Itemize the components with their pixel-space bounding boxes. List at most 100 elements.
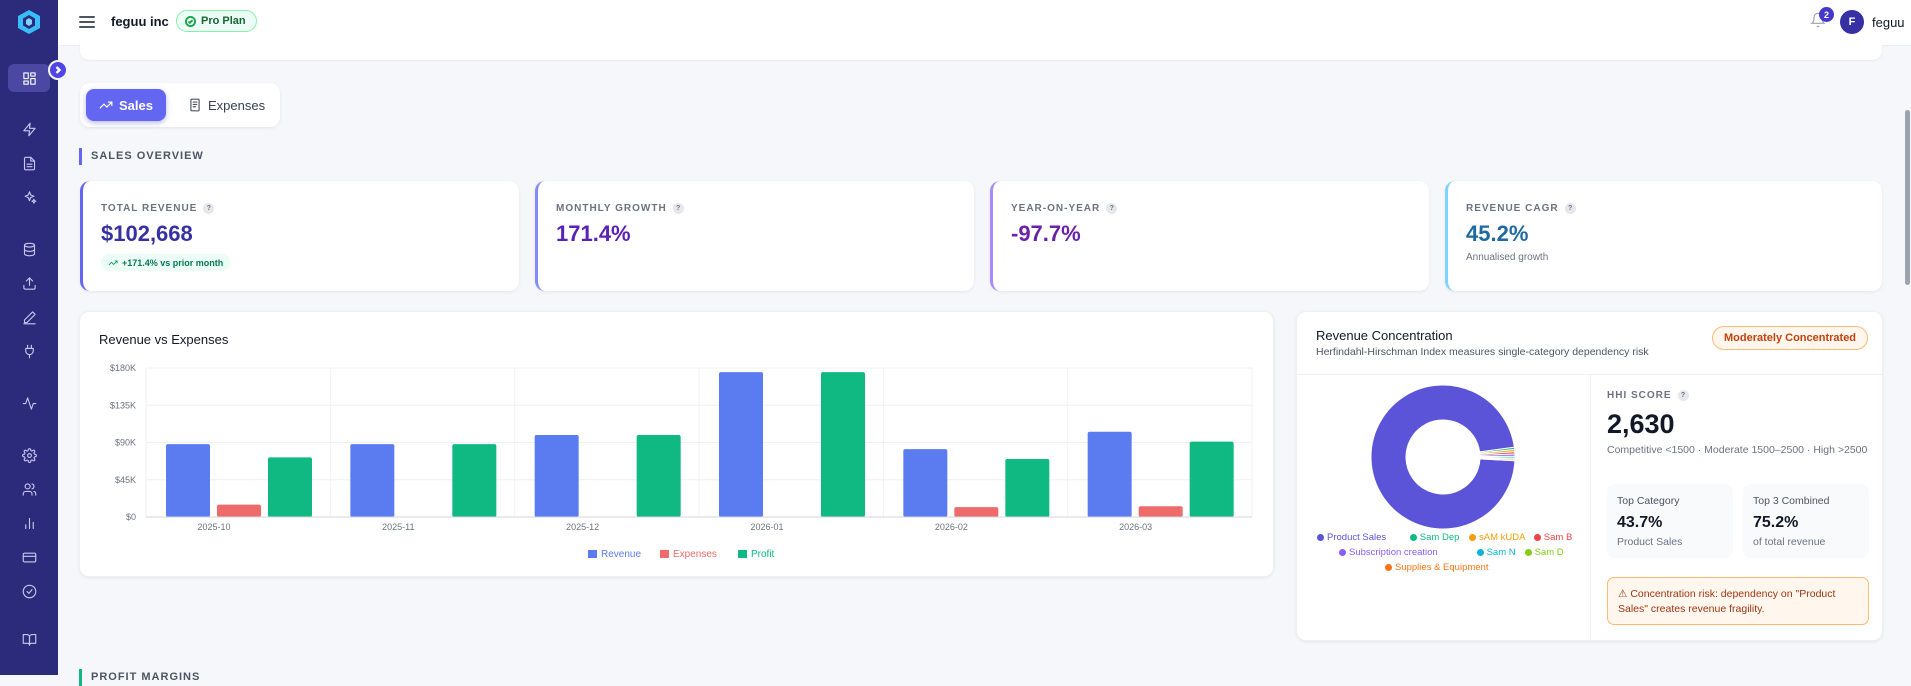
legend-label: Revenue: [601, 549, 641, 560]
bar-profit: [821, 372, 865, 517]
donut-legend-item[interactable]: Sam D: [1524, 547, 1564, 558]
credit-card-icon[interactable]: [16, 544, 42, 570]
kpi-year-on-year: YEAR-ON-YEAR? -97.7%: [990, 181, 1429, 291]
y-tick-label: $90K: [115, 438, 136, 448]
bar-expenses: [217, 504, 261, 517]
trending-up-icon: [108, 260, 118, 265]
dashboard-icon[interactable]: [8, 64, 50, 92]
hhi-label: HHI SCORE: [1607, 390, 1672, 401]
plan-label: Pro Plan: [201, 15, 246, 27]
x-tick-label: 2026-01: [750, 522, 783, 532]
donut-legend-item[interactable]: sAM kUDA: [1469, 532, 1525, 543]
help-icon[interactable]: ?: [1106, 203, 1118, 214]
concentration-subtitle: Herfindahl-Hirschman Index measures sing…: [1316, 346, 1649, 358]
bar-revenue: [534, 435, 579, 517]
donut-legend-item[interactable]: Sam N: [1476, 547, 1516, 558]
x-tick-label: 2026-03: [1119, 522, 1152, 532]
stat-label: Top 3 Combined: [1753, 495, 1830, 507]
menu-toggle-button[interactable]: [78, 13, 98, 33]
kpi-monthly-growth: MONTHLY GROWTH? 171.4%: [535, 181, 974, 291]
users-icon[interactable]: [16, 476, 42, 502]
kpi-label: YEAR-ON-YEAR: [1011, 203, 1101, 214]
user-name[interactable]: feguu: [1872, 15, 1905, 30]
sidebar-expand-button[interactable]: [48, 60, 68, 80]
bar-revenue: [1087, 431, 1132, 517]
app-logo-icon[interactable]: [15, 8, 43, 36]
receipt-icon: [190, 98, 200, 112]
document-icon[interactable]: [16, 150, 42, 176]
x-tick-label: 2025-10: [197, 522, 230, 532]
bell-icon: [1810, 12, 1826, 28]
kpi-subtext: Annualised growth: [1466, 252, 1549, 263]
y-tick-label: $45K: [115, 475, 136, 485]
top3-stat: Top 3 Combined 75.2% of total revenue: [1743, 484, 1869, 558]
bar-profit: [1005, 459, 1050, 517]
tab-expenses[interactable]: Expenses: [178, 89, 275, 121]
kpi-change-pill: +171.4% vs prior month: [101, 254, 231, 271]
stat-value: 43.7%: [1617, 514, 1663, 531]
plug-icon[interactable]: [16, 338, 42, 364]
y-tick-label: $180K: [110, 363, 136, 373]
x-tick-label: 2026-02: [935, 522, 968, 532]
concentration-status-badge: Moderately Concentrated: [1712, 326, 1869, 350]
bar-revenue: [350, 444, 395, 517]
tab-expenses-label: Expenses: [208, 97, 266, 113]
legend-dot: [1533, 534, 1541, 541]
organization-name[interactable]: feguu inc: [111, 14, 169, 29]
kpi-label: REVENUE CAGR: [1466, 203, 1559, 214]
legend-swatch: [588, 550, 597, 558]
avatar[interactable]: F: [1840, 10, 1864, 34]
concentration-donut-chart: [1370, 384, 1516, 530]
tab-sales-label: Sales: [119, 97, 153, 113]
legend-dot: [1317, 534, 1324, 541]
bar-chart-icon[interactable]: [16, 510, 42, 536]
donut-legend-item[interactable]: Sam Dep: [1409, 532, 1460, 543]
help-icon[interactable]: ?: [672, 203, 684, 214]
upload-icon[interactable]: [16, 270, 42, 296]
page-scrollbar[interactable]: [1905, 110, 1910, 285]
kpi-label: MONTHLY GROWTH: [556, 203, 667, 214]
help-icon[interactable]: ?: [203, 203, 215, 214]
donut-legend-item[interactable]: Supplies & Equipment: [1385, 562, 1488, 573]
hhi-score: 2,630: [1607, 409, 1675, 439]
kpi-value: 45.2%: [1466, 221, 1529, 246]
bar-revenue: [903, 449, 948, 517]
help-icon[interactable]: ?: [1677, 390, 1689, 401]
legend-label: Expenses: [673, 549, 717, 560]
help-icon[interactable]: ?: [1564, 203, 1576, 214]
y-tick-label: $135K: [110, 400, 136, 410]
stat-label: Top Category: [1617, 495, 1680, 507]
gear-icon[interactable]: [16, 442, 42, 468]
legend-label: Sam D: [1534, 547, 1564, 558]
sparkles-icon[interactable]: [16, 184, 42, 210]
lightning-icon[interactable]: [16, 116, 42, 142]
chevron-right-icon: [55, 66, 62, 74]
hhi-thresholds: Competitive <1500 · Moderate 1500–2500 ·…: [1607, 444, 1868, 456]
revenue-concentration-card: Revenue Concentration Herfindahl-Hirschm…: [1296, 311, 1884, 641]
tab-group: Sales Expenses: [80, 83, 280, 127]
kpi-revenue-cagr: REVENUE CAGR? 45.2% Annualised growth: [1445, 181, 1882, 291]
pen-icon[interactable]: [16, 304, 42, 330]
legend-label: Product Sales: [1327, 532, 1387, 543]
donut-legend-item[interactable]: Subscription creation: [1339, 547, 1438, 558]
donut-legend-item[interactable]: Product Sales: [1317, 532, 1386, 543]
bar-profit: [452, 444, 497, 517]
activity-icon[interactable]: [16, 390, 42, 416]
book-icon[interactable]: [16, 626, 42, 652]
notifications-button[interactable]: [1810, 12, 1830, 32]
x-tick-label: 2025-11: [382, 522, 414, 532]
legend-label: Sam B: [1543, 532, 1573, 543]
database-icon[interactable]: [16, 236, 42, 262]
donut-legend-item[interactable]: Sam B: [1533, 532, 1573, 543]
legend-label: sAM kUDA: [1479, 532, 1526, 543]
check-circle-icon[interactable]: [16, 578, 42, 604]
bar-expenses: [954, 507, 999, 517]
notification-count-badge: 2: [1819, 7, 1834, 22]
previous-card-edge: [80, 40, 1882, 60]
legend-label: Subscription creation: [1349, 547, 1438, 558]
legend-dot: [1476, 549, 1484, 556]
legend-label: Sam Dep: [1419, 532, 1460, 543]
tab-sales[interactable]: Sales: [86, 89, 166, 121]
profit-margins-title: PROFIT MARGINS: [79, 669, 200, 686]
bar-revenue: [166, 444, 210, 517]
